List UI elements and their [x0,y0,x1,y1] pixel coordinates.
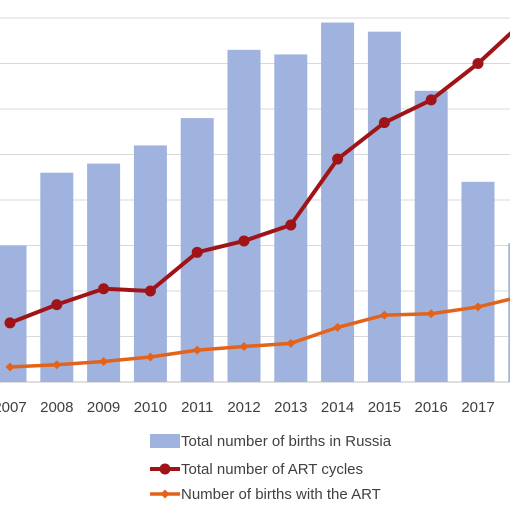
line-series [4,31,510,372]
x-tick-label: 2017 [461,399,494,416]
bar-births-russia [461,181,495,382]
bar-births-russia [367,31,401,383]
x-tick-label: 2015 [368,399,401,416]
point-art-cycles [98,283,110,295]
point-births-art [145,352,155,362]
bar-births-russia [321,22,355,383]
point-births-art [192,345,202,355]
x-tick-label: 2014 [321,399,354,416]
x-tick-label: 2016 [415,399,448,416]
legend-label-art-cycles: Total number of ART cycles [181,461,363,478]
line-art-cycles [9,31,510,325]
legend-label-births-russia: Total number of births in Russia [181,433,392,450]
point-art-cycles [378,117,390,129]
line-births-art [9,297,510,369]
bar-births-russia [40,172,74,382]
point-art-cycles [285,219,297,231]
point-art-cycles [51,299,63,311]
x-tick-label: 2013 [274,399,307,416]
x-tick-label: 2010 [134,399,167,416]
point-art-cycles [191,246,203,258]
point-art-cycles [238,235,250,247]
point-births-art [99,357,109,367]
point-births-art [426,309,436,319]
point-births-art [239,342,249,352]
bar-births-russia [87,163,121,382]
point-art-cycles [144,285,156,297]
legend-label-births-art: Number of births with the ART [181,486,381,503]
x-axis-tick-labels: 2007 2008 2009 2010 2011 2012 2013 2014 2015 2016… [0,399,495,416]
point-births-art [5,362,15,372]
point-art-cycles [332,153,344,165]
bar-births-russia [0,245,27,382]
legend: Total number of births in Russia Total nu… [150,433,392,503]
point-births-art [52,360,62,370]
bar-births-russia [274,54,308,383]
point-births-art [379,310,389,320]
point-births-art [286,338,296,348]
legend-swatch-births-russia [150,434,180,448]
x-tick-label: 2008 [40,399,73,416]
x-tick-label: 2009 [87,399,120,416]
point-art-cycles [4,317,16,329]
point-art-cycles [425,94,437,106]
point-births-art [333,322,343,332]
point-art-cycles [472,58,484,69]
bar-births-russia [227,49,261,382]
bar-births-russia [414,90,448,383]
x-tick-label: 2011 [181,399,213,416]
legend-swatch-births-art-marker [160,489,170,499]
bar-births-russia [508,243,510,382]
legend-swatch-art-cycles-marker [159,463,171,475]
bar-births-russia [133,145,167,382]
point-births-art [473,302,483,312]
bar-series [0,22,510,383]
x-tick-label: 2007 [0,399,27,416]
x-tick-label: 2012 [227,399,260,416]
